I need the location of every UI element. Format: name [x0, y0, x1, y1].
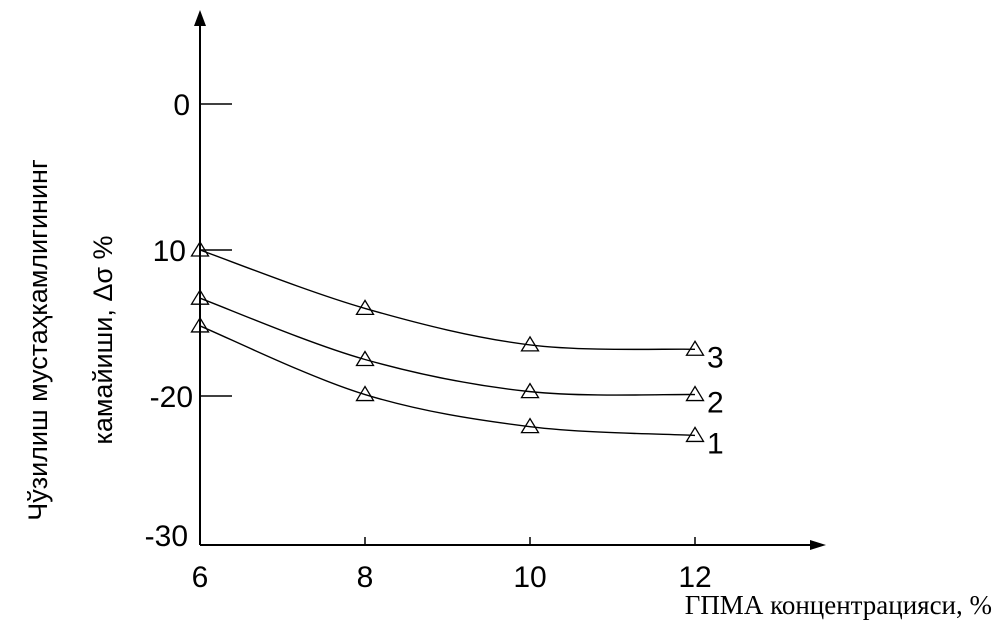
- y-axis-label-line2: камайиши, Δσ %: [88, 235, 118, 444]
- series-point-2: [687, 387, 704, 401]
- y-tick-label: -30: [145, 520, 188, 553]
- series-label-1: 1: [707, 427, 724, 460]
- series-line-1: [200, 326, 695, 436]
- x-tick-label: 8: [357, 561, 374, 594]
- x-axis-label: ГПМА концентрацияси, %: [685, 590, 992, 620]
- y-tick-label: -20: [150, 381, 193, 414]
- y-tick-label: 10: [153, 235, 186, 268]
- series-point-1: [687, 427, 704, 441]
- x-tick-label: 10: [513, 561, 546, 594]
- series-label-2: 2: [707, 387, 724, 420]
- series-label-3: 3: [707, 341, 724, 374]
- series-line-3: [200, 250, 695, 349]
- series-point-2: [357, 352, 374, 366]
- series-point-3: [687, 341, 704, 355]
- y-axis-label-line1: Чўзилиш мустаҳкамлигининг: [23, 159, 53, 521]
- x-tick-label: 6: [192, 561, 209, 594]
- x-axis-arrow: [810, 540, 826, 550]
- y-tick-label: 0: [173, 89, 190, 122]
- series-point-1: [357, 387, 374, 401]
- series-layer: 3 2 1: [192, 242, 724, 460]
- y-ticks: 0 10 -20 -30: [145, 89, 232, 553]
- series-point-3: [357, 300, 374, 314]
- series-line-2: [200, 298, 695, 395]
- y-axis-arrow: [194, 10, 206, 26]
